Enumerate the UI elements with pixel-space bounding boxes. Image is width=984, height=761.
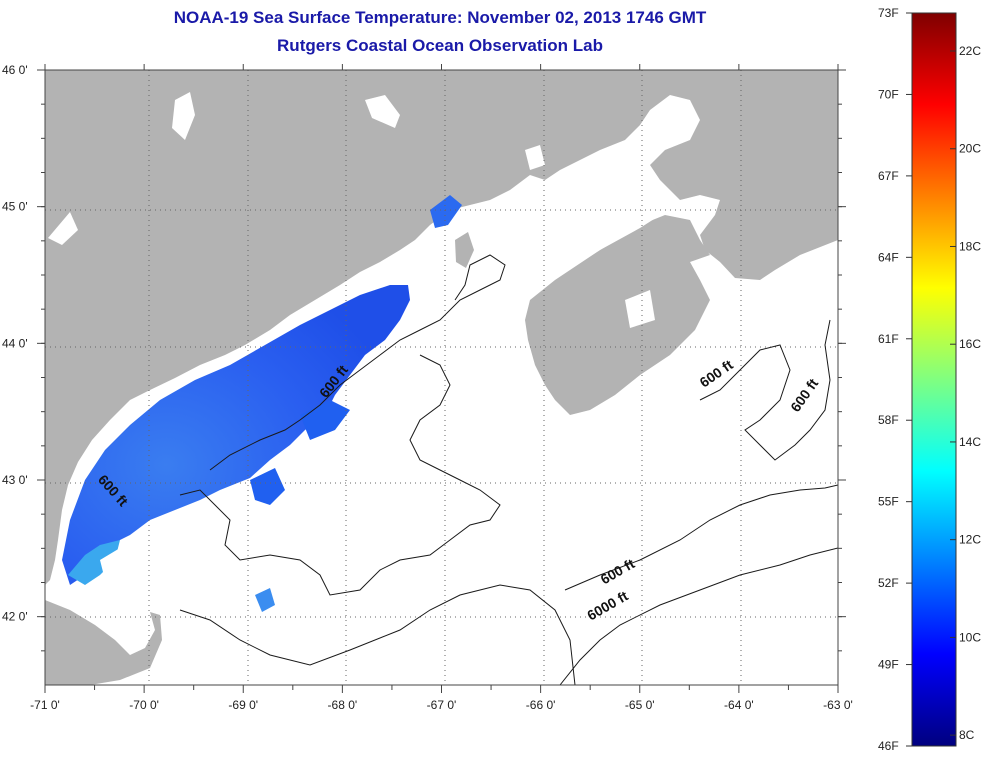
lon-tick-label: -70 0' — [129, 698, 159, 712]
lake — [365, 95, 400, 128]
lake — [625, 290, 655, 328]
colorbar-f-label: 61F — [878, 332, 899, 346]
lat-tick-label: 42 0' — [2, 610, 28, 624]
colorbar-f-label: 58F — [878, 413, 899, 427]
lat-tick-label: 43 0' — [2, 473, 28, 487]
colorbar-c-label: 18C — [959, 239, 981, 253]
lake — [525, 145, 545, 170]
contour-600ft-basin — [179, 354, 501, 596]
lat-tick-label: 45 0' — [2, 200, 28, 214]
map-subtitle: Rutgers Coastal Ocean Observation Lab — [277, 36, 603, 55]
lon-tick-label: -66 0' — [526, 698, 556, 712]
colorbar-f-label: 46F — [878, 739, 899, 753]
colorbar-f-label: 70F — [878, 87, 899, 101]
colorbar-f-label: 49F — [878, 658, 899, 672]
colorbar-f-label: 52F — [878, 576, 899, 590]
colorbar-f-label: 64F — [878, 250, 899, 264]
lon-tick-label: -63 0' — [823, 698, 853, 712]
sst-patch-4 — [430, 195, 462, 228]
graticule — [45, 70, 838, 685]
colorbar-c-label: 14C — [959, 435, 981, 449]
map-title: NOAA-19 Sea Surface Temperature: Novembe… — [173, 8, 707, 27]
cloud-cover — [100, 500, 225, 580]
lon-tick-label: -68 0' — [328, 698, 358, 712]
colorbar-c-label: 22C — [959, 44, 981, 58]
land-cape-cod — [45, 600, 162, 685]
bathymetry-contours — [179, 254, 838, 685]
contour-600ft-gulf — [209, 254, 506, 471]
colorbar-c-label: 10C — [959, 630, 981, 644]
colorbar-c-label: 20C — [959, 142, 981, 156]
bay-of-fundy — [510, 205, 665, 305]
land-island — [455, 232, 474, 268]
contour-600ft-scotian — [699, 319, 831, 461]
lon-tick-label: -67 0' — [427, 698, 457, 712]
contour-600ft-georges — [179, 584, 576, 685]
lon-tick-label: -69 0' — [228, 698, 258, 712]
lake — [172, 92, 195, 140]
lon-tick-label: -64 0' — [724, 698, 754, 712]
lon-tick-label: -65 0' — [625, 698, 655, 712]
land-nova-scotia — [525, 215, 710, 415]
colorbar-f-label: 55F — [878, 495, 899, 509]
colorbar-gradient — [911, 12, 957, 747]
sst-patch-3 — [255, 588, 275, 612]
lon-tick-label: -71 0' — [30, 698, 60, 712]
lat-tick-label: 46 0' — [2, 63, 28, 77]
sst-patch — [250, 468, 285, 505]
lat-tick-label: 44 0' — [2, 336, 28, 350]
colorbar-c-label: 12C — [959, 533, 981, 547]
colorbar-f-label: 73F — [878, 6, 899, 20]
colorbar-c-label: 16C — [959, 337, 981, 351]
colorbar-f-label: 67F — [878, 169, 899, 183]
sst-patch-2 — [300, 400, 350, 440]
colorbar: 73F 70F 67F 64F 61F 58F 55F 52F 49F 46F 22C 20C 18C 1… — [878, 6, 981, 753]
contour-6000ft — [559, 547, 838, 685]
colorbar-c-label: 8C — [959, 728, 975, 742]
lake — [48, 212, 78, 245]
axis-ticks: -71 0' -70 0' -69 0' -68 0' -67 0' -66 0' -65 … — [2, 63, 853, 712]
sst-cape-water — [68, 540, 120, 585]
contour-600ft-shelf — [564, 484, 838, 591]
land-mainland — [45, 70, 838, 585]
